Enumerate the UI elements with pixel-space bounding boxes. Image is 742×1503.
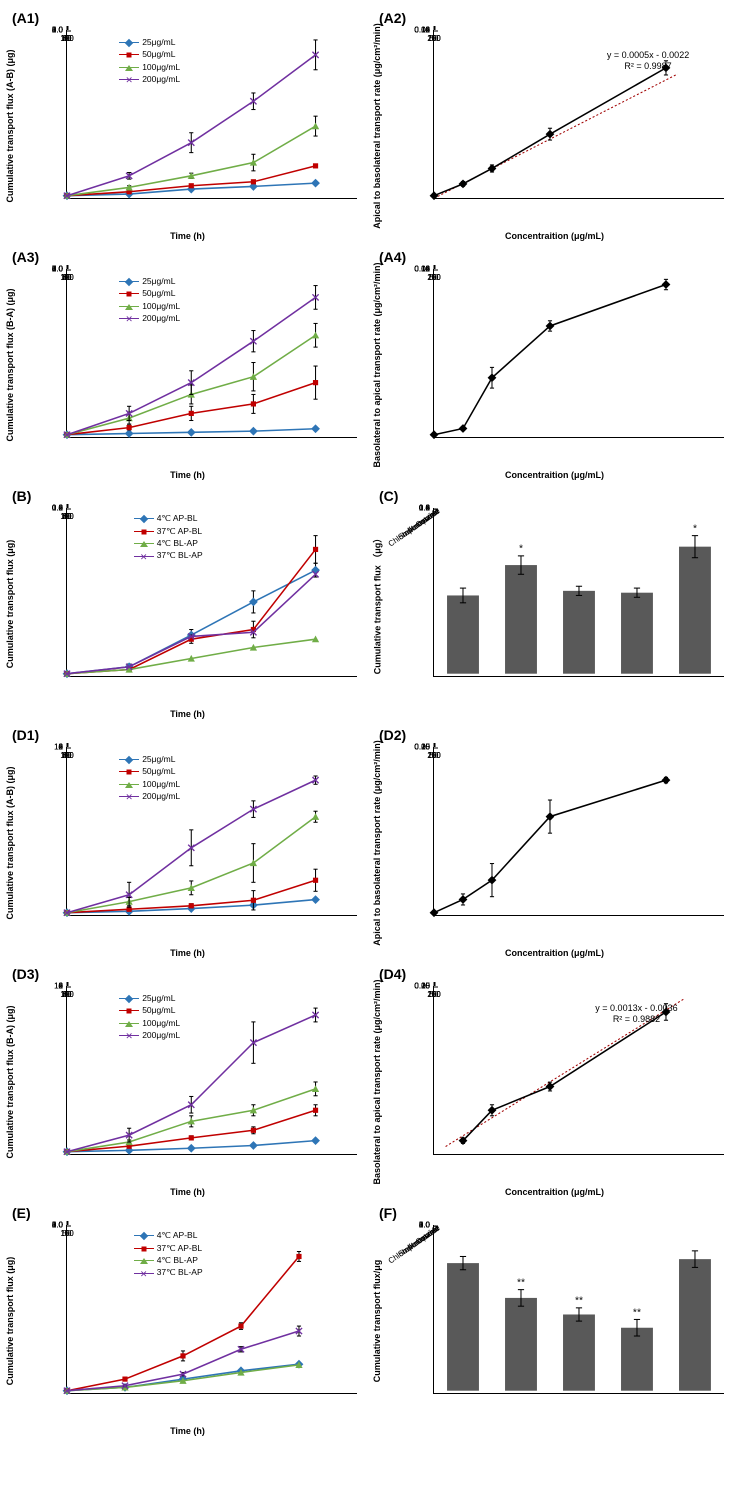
panel-tag: (A1) [12,10,39,26]
legend-item: ✕200μg/mL [119,313,180,324]
panel-F: (F)Cumulative transport flux/μg******0.0… [375,1203,734,1438]
x-axis-label: Time (h) [170,1187,205,1197]
legend: 4℃ AP-BL 37℃ AP-BL4℃ BL-AP✕37℃ BL-AP [134,513,203,563]
panel-E: (E)Cumulative transport flux (μg)Time (h… [8,1203,367,1438]
panel-tag: (D1) [12,727,39,743]
x-axis-label: Time (h) [170,948,205,958]
svg-text:*: * [693,523,697,534]
legend-item: ✕200μg/mL [119,74,180,85]
svg-text:*: * [519,544,523,555]
plot-area: 0.01.02.03.04.05.002040608010012014025μg… [66,30,357,199]
panel-C: (C)Cumulative transport flux （μg）**0.00.… [375,486,734,721]
plot-area: 0.000.020.040.060.080.100.120.1405010015… [433,30,724,199]
legend-item: 100μg/mL [119,779,180,790]
plot-area: 0.000.050.100.150.200.250.30050100150200… [433,747,724,916]
legend-item: 100μg/mL [119,62,180,73]
panel-tag: (D2) [379,727,406,743]
plot-area: 0.00.20.40.60.81.01.20204060801001201404… [66,508,357,677]
panel-A2: (A2)Apical to basolateral transport rate… [375,8,734,243]
legend-item: 4℃ AP-BL [134,1230,203,1241]
panel-B: (B)Cumulative transport flux (μg)Time (h… [8,486,367,721]
legend-item: 37℃ AP-BL [134,1243,203,1254]
plot-area: 0.000.020.040.060.080.100.120.140.160501… [433,269,724,438]
x-axis-label: Concentraition (μg/mL) [505,470,604,480]
svg-text:**: ** [633,1307,641,1318]
x-axis-label: Time (h) [170,1426,205,1436]
x-axis-label: Concentraition (μg/mL) [505,1187,604,1197]
plot-area: 02468101202040608010012014025μg/mL50μg/m… [66,747,357,916]
plot-area: 0.01.02.03.04.05.06.07.00204060801001201… [66,269,357,438]
x-axis-label: Concentraition (μg/mL) [505,948,604,958]
legend-item: 4℃ AP-BL [134,513,203,524]
panel-tag: (A4) [379,249,406,265]
legend: 25μg/mL50μg/mL 100μg/mL✕200μg/mL [119,276,180,326]
legend-item: ✕37℃ BL-AP [134,1267,203,1278]
svg-text:**: ** [517,1277,525,1288]
legend: 25μg/mL50μg/mL 100μg/mL✕200μg/mL [119,754,180,804]
panel-tag: (A3) [12,249,39,265]
panel-A4: (A4)Basolateral to apical transport rate… [375,247,734,482]
x-axis-label: Time (h) [170,709,205,719]
legend-item: ✕200μg/mL [119,1030,180,1041]
x-axis-label: Time (h) [170,470,205,480]
legend-item: 50μg/mL [119,766,180,777]
x-axis-label: Concentraition (μg/mL) [505,231,604,241]
legend-item: ✕37℃ BL-AP [134,550,203,561]
legend-item: 25μg/mL [119,754,180,765]
legend-item: 50μg/mL [119,1005,180,1016]
panel-D1: (D1)Cumulative transport flux (A-B) (μg)… [8,725,367,960]
fit-equation: y = 0.0013x - 0.0036R² = 0.9882 [595,1003,677,1025]
panel-tag: (D4) [379,966,406,982]
legend: 25μg/mL50μg/mL 100μg/mL✕200μg/mL [119,993,180,1043]
panel-tag: (F) [379,1205,397,1221]
legend-item: 25μg/mL [119,993,180,1004]
panel-tag: (B) [12,488,31,504]
legend: 4℃ AP-BL 37℃ AP-BL4℃ BL-AP✕37℃ BL-AP [134,1230,203,1280]
plot-area: **0.00.20.40.60.81.01.21.41.61.8ControlS… [433,508,724,677]
legend: 25μg/mL50μg/mL 100μg/mL✕200μg/mL [119,37,180,87]
panel-A3: (A3)Cumulative transport flux (B-A) (μg)… [8,247,367,482]
legend-item: ✕200μg/mL [119,791,180,802]
panel-tag: (D3) [12,966,39,982]
fit-equation: y = 0.0005x - 0.0022R² = 0.9987 [607,50,689,72]
plot-area: 0.000.050.100.150.200.250.30050100150200… [433,986,724,1155]
x-axis-label: Time (h) [170,231,205,241]
panel-tag: (C) [379,488,398,504]
legend-item: 37℃ AP-BL [134,526,203,537]
legend-item: 100μg/mL [119,1018,180,1029]
panel-tag: (E) [12,1205,31,1221]
panel-tag: (A2) [379,10,406,26]
panel-A1: (A1)Cumulative transport flux (A-B) (μg)… [8,8,367,243]
plot-area: 02468101202040608010012014025μg/mL50μg/m… [66,986,357,1155]
legend-item: 100μg/mL [119,301,180,312]
legend-item: 4℃ BL-AP [134,538,203,549]
legend-item: 50μg/mL [119,49,180,60]
panel-D3: (D3)Cumulative transport flux (B-A) (μg)… [8,964,367,1199]
svg-text:**: ** [575,1296,583,1307]
legend-item: 4℃ BL-AP [134,1255,203,1266]
plot-area: ******0.01.02.03.04.05.0ControlSodium az… [433,1225,724,1394]
legend-item: 50μg/mL [119,288,180,299]
legend-item: 25μg/mL [119,276,180,287]
panel-D4: (D4)Basolateral to apical transport rate… [375,964,734,1199]
panel-D2: (D2)Apical to basolateral transport rate… [375,725,734,960]
plot-area: 0.01.02.03.04.05.00501001504℃ AP-BL37℃ A… [66,1225,357,1394]
legend-item: 25μg/mL [119,37,180,48]
